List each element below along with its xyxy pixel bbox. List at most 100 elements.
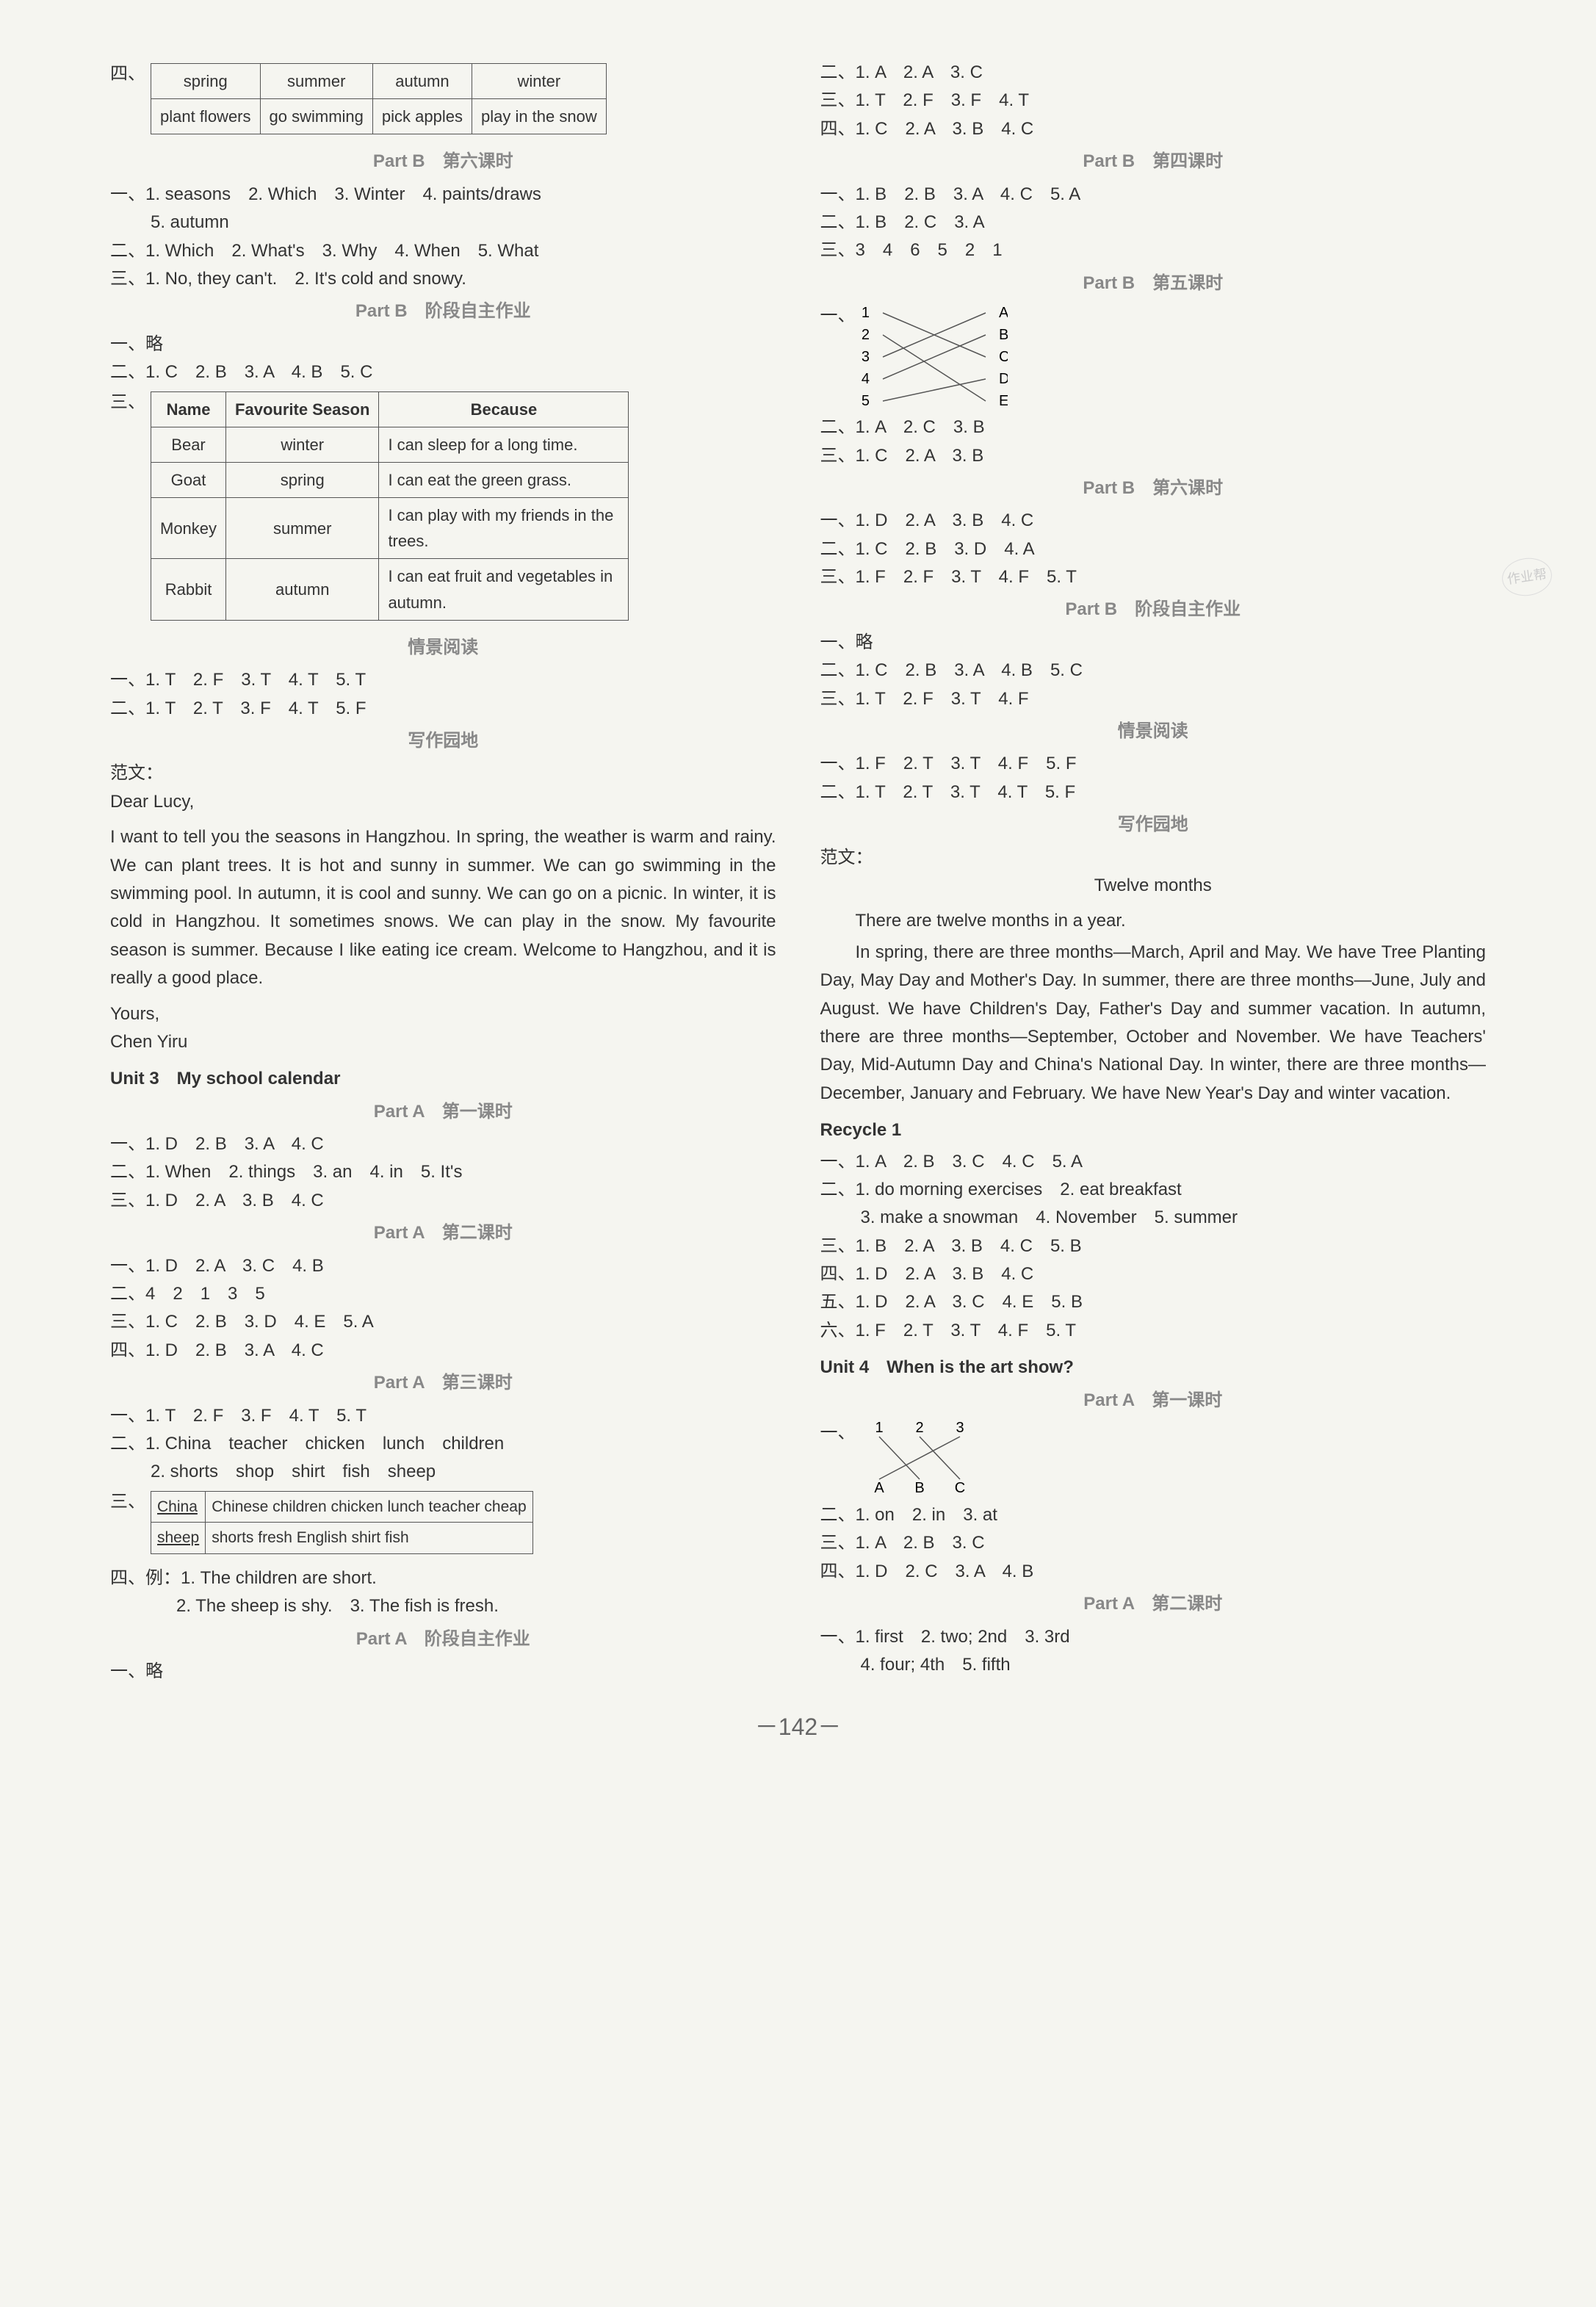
section-label: 一、 (820, 1419, 861, 1447)
answer-line: 3. make a snowman 4. November 5. summer (820, 1204, 1487, 1232)
svg-text:1: 1 (861, 305, 869, 321)
essay-signature: Chen Yiru (110, 1028, 776, 1056)
svg-text:B: B (914, 1480, 924, 1496)
answer-line: 四、例：1. The children are short. (110, 1564, 776, 1592)
essay-body: There are twelve months in a year. In sp… (820, 907, 1487, 1108)
answer-line: 三、1. C 2. A 3. B (820, 442, 1487, 470)
svg-text:A: A (874, 1480, 884, 1496)
answer-line: 5. autumn (110, 209, 776, 237)
answer-line: 六、1. F 2. T 3. T 4. F 5. T (820, 1317, 1487, 1345)
essay-paragraph: There are twelve months in a year. (820, 907, 1487, 935)
answer-line: 一、1. A 2. B 3. C 4. C 5. A (820, 1148, 1487, 1176)
unit-header: Unit 4 When is the art show? (820, 1354, 1487, 1382)
answer-line: 一、1. T 2. F 3. T 4. T 5. T (110, 666, 776, 694)
answer-line: 四、1. D 2. B 3. A 4. C (110, 1337, 776, 1365)
answer-line: 一、1. D 2. B 3. A 4. C (110, 1130, 776, 1158)
answer-line: 一、1. first 2. two; 2nd 3. 3rd (820, 1623, 1487, 1651)
svg-text:C: C (999, 349, 1008, 365)
svg-text:1: 1 (875, 1420, 883, 1436)
section-label: 一、 (820, 302, 861, 330)
svg-text:2: 2 (861, 327, 869, 343)
answer-line: 三、1. T 2. F 3. F 4. T (820, 87, 1487, 115)
part-header: Part B 第六课时 (110, 148, 776, 176)
answer-line: 五、1. D 2. A 3. C 4. E 5. B (820, 1288, 1487, 1316)
table3-row: 三、 ChinaChinese children chicken lunch t… (110, 1488, 776, 1563)
answer-line: 三、1. B 2. A 3. B 4. C 5. B (820, 1232, 1487, 1260)
part-header: Part B 第五课时 (820, 270, 1487, 297)
part-header: Part A 第三课时 (110, 1369, 776, 1397)
matching-diagram: 1 2 3 A B C (861, 1419, 978, 1500)
answer-line: 2. The sheep is shy. 3. The fish is fres… (110, 1592, 776, 1620)
part-header: Part A 第一课时 (110, 1098, 776, 1126)
answer-line: 一、1. T 2. F 3. F 4. T 5. T (110, 1402, 776, 1430)
essay-label: 范文： (820, 844, 1487, 872)
unit-header: Unit 3 My school calendar (110, 1065, 776, 1093)
essay-paragraph: In spring, there are three months—March,… (820, 939, 1487, 1108)
part-header: Part B 第四课时 (820, 148, 1487, 176)
answer-line: 二、1. B 2. C 3. A (820, 209, 1487, 237)
section-label: 三、 (110, 389, 151, 416)
svg-text:B: B (999, 327, 1008, 343)
answer-line: 三、1. A 2. B 3. C (820, 1529, 1487, 1557)
answer-line: 一、1. D 2. A 3. C 4. B (110, 1252, 776, 1280)
answer-line: 一、1. D 2. A 3. B 4. C (820, 507, 1487, 535)
answer-line: 二、1. Which 2. What's 3. Why 4. When 5. W… (110, 237, 776, 265)
essay-paragraph: I want to tell you the seasons in Hangzh… (110, 823, 776, 992)
answer-line: 二、1. When 2. things 3. an 4. in 5. It's (110, 1158, 776, 1186)
page-number: －142－ (110, 1708, 1486, 1746)
recycle-header: Recycle 1 (820, 1116, 1487, 1144)
page-columns: 四、 springsummerautumnwinterplant flowers… (110, 59, 1486, 1686)
answer-line: 三、1. T 2. F 3. T 4. F (820, 685, 1487, 713)
match2-row: 一、 1 2 3 A B C (820, 1419, 1487, 1500)
part-header: Part A 阶段自主作业 (110, 1625, 776, 1653)
part-header: Part B 第六课时 (820, 474, 1487, 502)
svg-text:2: 2 (915, 1420, 923, 1436)
answer-line: 2. shorts shop shirt fish sheep (110, 1458, 776, 1486)
svg-text:3: 3 (861, 349, 869, 365)
answer-line: 三、1. C 2. B 3. D 4. E 5. A (110, 1308, 776, 1336)
answer-line: 三、3 4 6 5 2 1 (820, 237, 1487, 264)
answer-line: 一、略 (110, 331, 776, 358)
svg-text:C: C (954, 1480, 964, 1496)
answer-line: 二、1. C 2. B 3. A 4. B 5. C (110, 358, 776, 386)
answer-line: 四、1. D 2. A 3. B 4. C (820, 1260, 1487, 1288)
section-header: 写作园地 (820, 811, 1487, 839)
answer-line: 二、1. do morning exercises 2. eat breakfa… (820, 1176, 1487, 1204)
svg-text:A: A (999, 305, 1008, 321)
part-header: Part B 阶段自主作业 (110, 297, 776, 325)
watermark-icon: 作业帮 (1500, 555, 1554, 599)
essay-label: 范文： (110, 759, 776, 787)
answer-line: 一、1. seasons 2. Which 3. Winter 4. paint… (110, 181, 776, 209)
answer-line: 三、1. D 2. A 3. B 4. C (110, 1187, 776, 1215)
answer-line: 4. four; 4th 5. fifth (820, 1651, 1487, 1679)
svg-text:D: D (999, 371, 1008, 387)
answer-line: 二、1. C 2. B 3. A 4. B 5. C (820, 657, 1487, 685)
left-column: 四、 springsummerautumnwinterplant flowers… (110, 59, 776, 1686)
essay-body: I want to tell you the seasons in Hangzh… (110, 823, 776, 992)
answer-line: 四、1. C 2. A 3. B 4. C (820, 115, 1487, 143)
svg-text:4: 4 (861, 371, 869, 387)
essay-closing: Yours, (110, 1000, 776, 1028)
answer-line: 三、1. No, they can't. 2. It's cold and sn… (110, 265, 776, 293)
answer-line: 三、1. F 2. F 3. T 4. F 5. T (820, 563, 1487, 591)
phonics-table: ChinaChinese children chicken lunch teac… (151, 1491, 533, 1554)
svg-text:3: 3 (956, 1420, 964, 1436)
answer-line: 二、4 2 1 3 5 (110, 1280, 776, 1308)
answer-line: 二、1. T 2. T 3. F 4. T 5. F (110, 695, 776, 723)
section-header: 情景阅读 (110, 634, 776, 662)
match1-row: 一、 12345ABCDE (820, 302, 1487, 412)
answer-line: 一、略 (110, 1658, 776, 1686)
part-header: Part B 阶段自主作业 (820, 596, 1487, 624)
essay-salutation: Dear Lucy, (110, 788, 776, 816)
table1-row: 四、 springsummerautumnwinterplant flowers… (110, 60, 776, 143)
section-header: 情景阅读 (820, 718, 1487, 745)
essay-title: Twelve months (820, 872, 1487, 900)
table2-row: 三、 NameFavourite SeasonBecauseBearwinter… (110, 389, 776, 629)
section-header: 写作园地 (110, 727, 776, 755)
answer-line: 二、1. China teacher chicken lunch childre… (110, 1430, 776, 1458)
favourite-season-table: NameFavourite SeasonBecauseBearwinterI c… (151, 391, 629, 621)
answer-line: 四、1. D 2. C 3. A 4. B (820, 1558, 1487, 1586)
answer-line: 二、1. A 2. A 3. C (820, 59, 1487, 87)
part-header: Part A 第二课时 (110, 1219, 776, 1247)
answer-line: 二、1. C 2. B 3. D 4. A (820, 535, 1487, 563)
